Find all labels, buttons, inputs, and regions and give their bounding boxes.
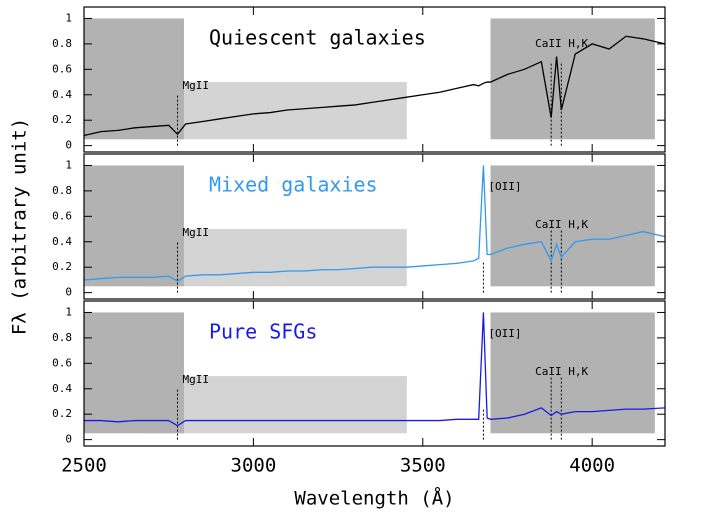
y-tick-label: 0.2 [52,113,72,126]
y-tick-label: 0.4 [52,382,72,395]
feature-label: MgII [183,226,210,239]
feature-label: CaII H,K [535,365,588,378]
y-axis-label: Fλ (arbitrary unit) [9,118,31,335]
y-tick-label: 0 [65,433,72,446]
y-tick-label: 0 [65,286,72,299]
feature-label: MgII [183,79,210,92]
y-tick-label: 0.6 [52,356,72,369]
spectrum-line [83,165,666,282]
y-tick-label: 0.8 [52,331,72,344]
shaded-region [490,312,655,434]
y-tick-label: 0 [65,139,72,152]
feature-label: CaII H,K [535,37,588,50]
y-tick-label: 0.4 [52,235,72,248]
y-tick-label: 1 [65,305,72,318]
panel-frame [83,6,666,153]
shaded-region [490,165,655,287]
panel-title: Mixed galaxies [209,173,378,197]
y-tick-label: 1 [65,11,72,24]
y-tick-label: 0.6 [52,209,72,222]
shaded-region [490,18,655,140]
panel-title: Quiescent galaxies [209,26,426,50]
x-tick-label: 2500 [61,455,107,477]
shaded-region [141,82,407,140]
panel-title: Pure SFGs [209,320,317,344]
y-tick-label: 0.4 [52,88,72,101]
shaded-region [84,312,184,434]
x-tick-label: 3500 [400,455,446,477]
shaded-region [84,165,184,287]
y-tick-label: 0.2 [52,260,72,273]
feature-label: MgII [183,373,210,386]
x-tick-label: 3000 [231,455,277,477]
shaded-region [141,229,407,287]
y-tick-label: 0.8 [52,37,72,50]
y-tick-label: 0.2 [52,407,72,420]
spectrum-line [83,35,666,137]
panel-frame [83,300,666,447]
y-tick-label: 1 [65,158,72,171]
panel-frame [83,153,666,300]
x-axis-label: Wavelength (Å) [294,487,454,510]
feature-label: [OII] [488,327,521,340]
y-tick-label: 0.6 [52,62,72,75]
shaded-region [84,18,184,140]
spectrum-line [84,312,666,427]
y-tick-label: 0.8 [52,184,72,197]
x-tick-label: 4000 [569,455,615,477]
feature-label: CaII H,K [535,218,588,231]
feature-label: [OII] [488,180,521,193]
shaded-region [141,376,407,434]
